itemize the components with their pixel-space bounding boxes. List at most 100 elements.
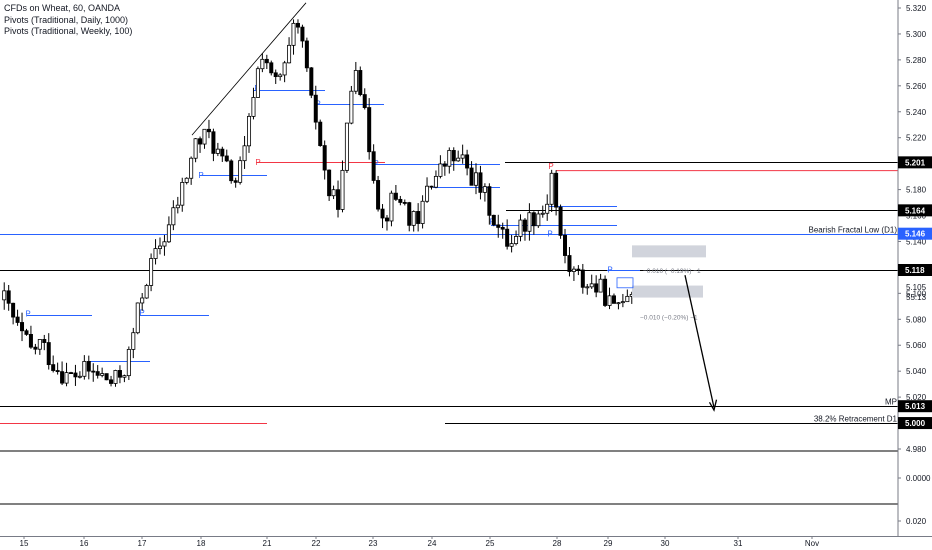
candle-up [287,44,292,64]
candle-down [91,370,96,373]
pivots-daily-label: Pivots (Traditional, Daily, 1000) [4,14,129,25]
drawings: −0.010 (−0.19%) −1 −0.010 (−0.20%) −1 [191,2,718,412]
candle-up [162,241,167,247]
candle-up [509,243,514,247]
price-label: 5.201 [905,158,926,167]
candle-up [460,154,465,159]
candle-up [545,203,550,214]
candle-up [180,182,185,206]
projection-arrow [684,275,715,408]
candle-up [100,373,105,376]
price-label-bg [898,204,932,217]
lower-tick-label: 0.020 [906,517,927,526]
candle-down [496,224,501,228]
time-tick-label: 15 [20,539,29,548]
candle-down [384,217,389,222]
price-tick-label: 5.040 [906,367,927,376]
candle-up [149,258,154,286]
candle-down [68,372,73,374]
candle-down [104,373,109,381]
candle-up [331,189,336,197]
candle-up [171,207,176,226]
candle-down [380,208,385,219]
level-mp-label: MP [885,398,897,407]
candle-up [411,211,416,226]
candle-up [251,97,256,117]
candle-down [603,278,608,306]
price-tick-label: 5.060 [906,341,927,350]
candle-up [344,122,349,171]
candle-down [358,70,363,95]
price-tick-label: 5.280 [906,56,927,65]
trend-line [191,2,307,136]
candle-up [571,268,576,272]
candle-down [24,330,29,335]
price-label-bg [898,227,932,240]
candle-up [166,224,171,243]
candle-up [202,128,207,145]
price-label: 5.105 [906,283,927,292]
candle-down [594,283,599,293]
candle-down [451,150,456,162]
candle-down [416,211,421,224]
candle-up [64,372,69,384]
candle-up [456,157,461,162]
candle-down [393,192,398,200]
candle-down [264,58,269,64]
candle-up [607,295,612,306]
candle-down [33,346,38,350]
measure-label: −0.010 (−0.19%) −1 [643,268,701,275]
price-tick-label: 5.320 [906,4,927,13]
time-tick-label: 25 [486,539,495,548]
candle-down [304,40,309,69]
symbol-title: CFDs on Wheat, 60, OANDA [4,3,121,13]
candle-down [86,361,91,372]
candle-down [442,163,447,167]
candle-down [367,107,372,153]
pivot-marker: P [139,308,144,317]
candle-down [429,185,434,188]
candle-down [376,180,381,210]
arrow-head [708,399,718,412]
candle-up [247,115,252,147]
candle-down [318,121,323,146]
price-tick-label: 4.980 [906,445,927,454]
price-axis[interactable]: 5.3205.3005.2805.2605.2405.2205.2005.180… [897,0,932,536]
price-tick-label: 5.080 [906,315,927,324]
candle-up [82,361,87,377]
candle-down [407,202,412,226]
target-box [632,285,703,298]
price-tick-label: 5.300 [906,30,927,39]
pivot-marker: P [198,171,203,180]
candle-down [563,234,568,256]
candle-up [540,212,545,215]
candle-down [46,342,51,366]
candle-up [175,204,180,209]
time-axis[interactable]: 15 16 17 18 21 22 23 24 25 28 29 30 31 Nov [0,536,932,548]
candle-down [371,151,376,181]
candle-down [55,370,60,373]
candle-up [113,370,118,384]
price-label: 5.013 [905,402,926,411]
candle-down [224,155,229,162]
candle-down [269,62,274,74]
candle-down [327,169,332,197]
candle-down [95,371,100,376]
time-tick-label: 24 [428,539,437,548]
price-label: 5.000 [905,419,926,428]
candle-up [238,160,243,183]
price-range-box [616,277,634,289]
pivot-marker: P [547,229,552,238]
price-tick-label: 5.220 [906,134,927,143]
candle-down [11,302,16,318]
price-tick-label: 5.240 [906,108,927,117]
time-tick-label: 31 [734,539,743,548]
pivot-lines: PPPPPPPPPPP [0,84,640,424]
candle-down [469,167,474,186]
candle-down [500,227,505,230]
candle-up [184,177,189,183]
candle-down [567,255,572,272]
candle-down [580,269,585,288]
price-tick-label: 5.020 [906,393,927,402]
